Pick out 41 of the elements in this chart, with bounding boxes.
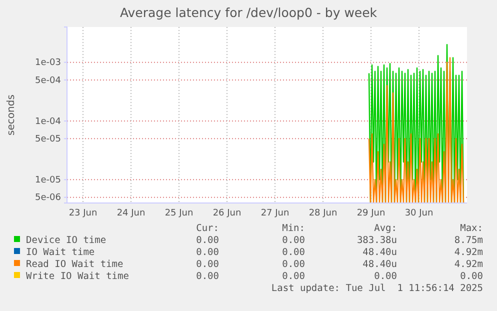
text: Avg: — [374, 223, 397, 234]
y-tick-label: 1e-03 — [35, 58, 61, 68]
y-tick-label: 1e-04 — [35, 116, 62, 127]
legend-label: Device IO time — [26, 235, 106, 246]
text: 0.00 — [460, 271, 484, 282]
x-tick-label: 25 Jun — [164, 208, 194, 218]
text: 48.40u — [362, 259, 397, 270]
text: 383.38u — [356, 235, 397, 246]
x-tick-label: 23 Jun — [68, 208, 98, 218]
y-tick-label: 5e-05 — [35, 134, 61, 145]
text: 8.75m — [454, 235, 484, 246]
x-tick-label: 28 Jun — [308, 208, 338, 218]
text: 0.00 — [374, 271, 398, 282]
text: 48.40u — [362, 247, 397, 258]
y-tick-label: 5e-04 — [35, 76, 62, 86]
x-tick-label: 30 Jun — [404, 208, 434, 218]
text: Min: — [282, 223, 305, 234]
text: Last update: Tue Jul 1 11:56:14 2025 — [271, 283, 483, 294]
x-tick-label: 24 Jun — [116, 208, 146, 218]
text: 0.00 — [196, 259, 220, 270]
text: 4.92m — [454, 259, 484, 270]
x-tick-label: 29 Jun — [356, 208, 386, 218]
legend-label: Read IO Wait time — [26, 259, 124, 270]
text: 0.00 — [196, 235, 220, 246]
text: 0.00 — [282, 247, 306, 258]
text: 4.92m — [454, 247, 484, 258]
x-tick-label: 27 Jun — [260, 208, 290, 218]
text: 0.00 — [282, 235, 306, 246]
y-tick-label: 1e-05 — [35, 176, 61, 186]
x-tick-label: 26 Jun — [212, 208, 242, 218]
text: 0.00 — [282, 259, 306, 270]
text: Max: — [460, 223, 483, 234]
text: 0.00 — [282, 271, 306, 282]
y-axis-title: seconds — [6, 94, 17, 136]
legend-label: Write IO Wait time — [26, 271, 130, 282]
text: Cur: — [196, 223, 219, 234]
legend-label: IO Wait time — [26, 247, 95, 258]
text: 0.00 — [196, 247, 220, 258]
y-tick-label: 5e-06 — [35, 193, 62, 204]
text: 0.00 — [196, 271, 220, 282]
chart-title: Average latency for /dev/loop0 - by week — [120, 5, 378, 20]
